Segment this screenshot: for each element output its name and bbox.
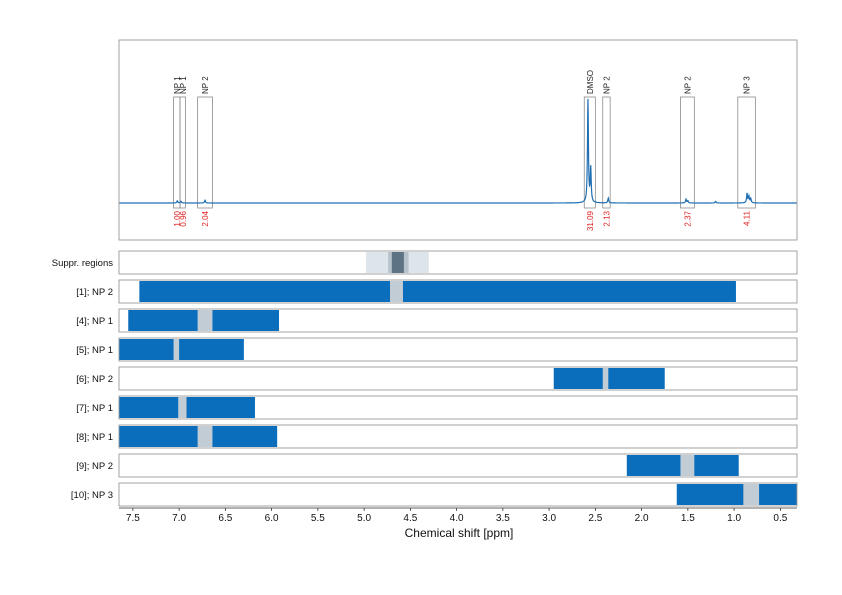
- tick-label: 7.0: [172, 513, 186, 524]
- integration-region: [737, 96, 756, 209]
- panel-frame: [118, 424, 798, 449]
- integration-region: [602, 96, 611, 209]
- integral-value: 2.13: [602, 210, 611, 226]
- integration-region: [583, 96, 596, 209]
- panel-frame: [118, 308, 798, 333]
- track-label: [5]; NP 1: [76, 345, 113, 356]
- region-label: NP 3: [743, 76, 752, 94]
- x-axis-label: Chemical shift [ppm]: [405, 526, 514, 540]
- integral-value: 2.04: [201, 210, 210, 226]
- track-bar: [553, 368, 665, 389]
- tick-label: 5.5: [311, 513, 325, 524]
- region-label: NP 2: [201, 76, 210, 94]
- panel-frame: [118, 337, 798, 362]
- integral-value: 4.11: [743, 210, 752, 226]
- panel-bg: [119, 309, 797, 332]
- integral-value: 2.37: [683, 210, 692, 226]
- tick-label: 2.0: [635, 513, 649, 524]
- panel-frame: [118, 39, 798, 241]
- suppression-label: Suppr. regions: [52, 258, 114, 269]
- panel-bg: [119, 367, 797, 390]
- tick-label: 0.5: [773, 513, 787, 524]
- track-bar: [119, 339, 244, 360]
- suppression-core: [391, 252, 404, 273]
- track-label: [10]; NP 3: [71, 490, 113, 501]
- tick-label: 6.0: [265, 513, 279, 524]
- track-gap: [197, 426, 213, 447]
- tick-label: 5.0: [357, 513, 371, 524]
- panel-frame: [118, 453, 798, 478]
- integral-value: 0.96: [179, 210, 188, 226]
- region-label: NP 2: [683, 76, 692, 94]
- x-axis: 7.5 7.0 6.5 6.0 5.5 5.0 4.5 4.0 3.5 3.0 2.5 2.0 1.5 1…: [119, 507, 797, 524]
- panel-frame: [118, 250, 798, 275]
- track-label: [8]; NP 1: [76, 432, 113, 443]
- panel-bg: [119, 40, 797, 240]
- tick-label: 4.5: [403, 513, 417, 524]
- panel-bg: [119, 251, 797, 274]
- track-label: [6]; NP 2: [76, 374, 113, 385]
- track-bar: [119, 397, 255, 418]
- integration-region: [680, 96, 695, 209]
- spectrum-panel: NP 1 1.00 NP 1 0.96 NP 2 2.04 DMSO 31.09 NP 2 2.1…: [119, 70, 797, 231]
- spectrum-line: [119, 98, 797, 204]
- tick-label: 7.5: [126, 513, 140, 524]
- panel-bg: [119, 338, 797, 361]
- panel-frame: [118, 366, 798, 391]
- tick-label: 3.5: [496, 513, 510, 524]
- track-label: [9]; NP 2: [76, 461, 113, 472]
- region-label: NP 2: [602, 76, 611, 94]
- tick-label: 1.0: [727, 513, 741, 524]
- track-gap: [680, 455, 695, 476]
- track-gap: [197, 310, 213, 331]
- integration-region: [179, 96, 186, 209]
- track-gap: [743, 484, 760, 505]
- integral-value: 1.00: [173, 210, 182, 226]
- integration-region: [197, 96, 213, 209]
- panel-bg: [119, 396, 797, 419]
- track-label: [1]; NP 2: [76, 287, 113, 298]
- integral-value: 31.09: [586, 210, 595, 231]
- track-label: [4]; NP 1: [76, 316, 113, 327]
- tick-label: 2.5: [588, 513, 602, 524]
- track-bar: [676, 484, 797, 505]
- panel-frame: [118, 279, 798, 304]
- tick-label: 3.0: [542, 513, 556, 524]
- panel-frame: [118, 482, 798, 507]
- panel-bg: [119, 483, 797, 506]
- track-panels: Suppr. regions [1]; NP 2 [4]; NP 1 [5]; NP …: [52, 39, 798, 507]
- region-label: NP 1: [179, 76, 188, 94]
- panel-frame: [118, 395, 798, 420]
- track-gap: [390, 281, 403, 302]
- track-gap: [173, 339, 180, 360]
- region-label: DMSO: [586, 70, 595, 94]
- track-bar: [139, 281, 736, 302]
- track-gap: [178, 397, 187, 418]
- track-gap: [602, 368, 609, 389]
- tick-label: 1.5: [681, 513, 695, 524]
- tick-label: 4.0: [450, 513, 464, 524]
- tick-label: 6.5: [218, 513, 232, 524]
- region-label: NP 1: [173, 76, 182, 94]
- track-label: [7]; NP 1: [76, 403, 113, 414]
- panel-bg: [119, 425, 797, 448]
